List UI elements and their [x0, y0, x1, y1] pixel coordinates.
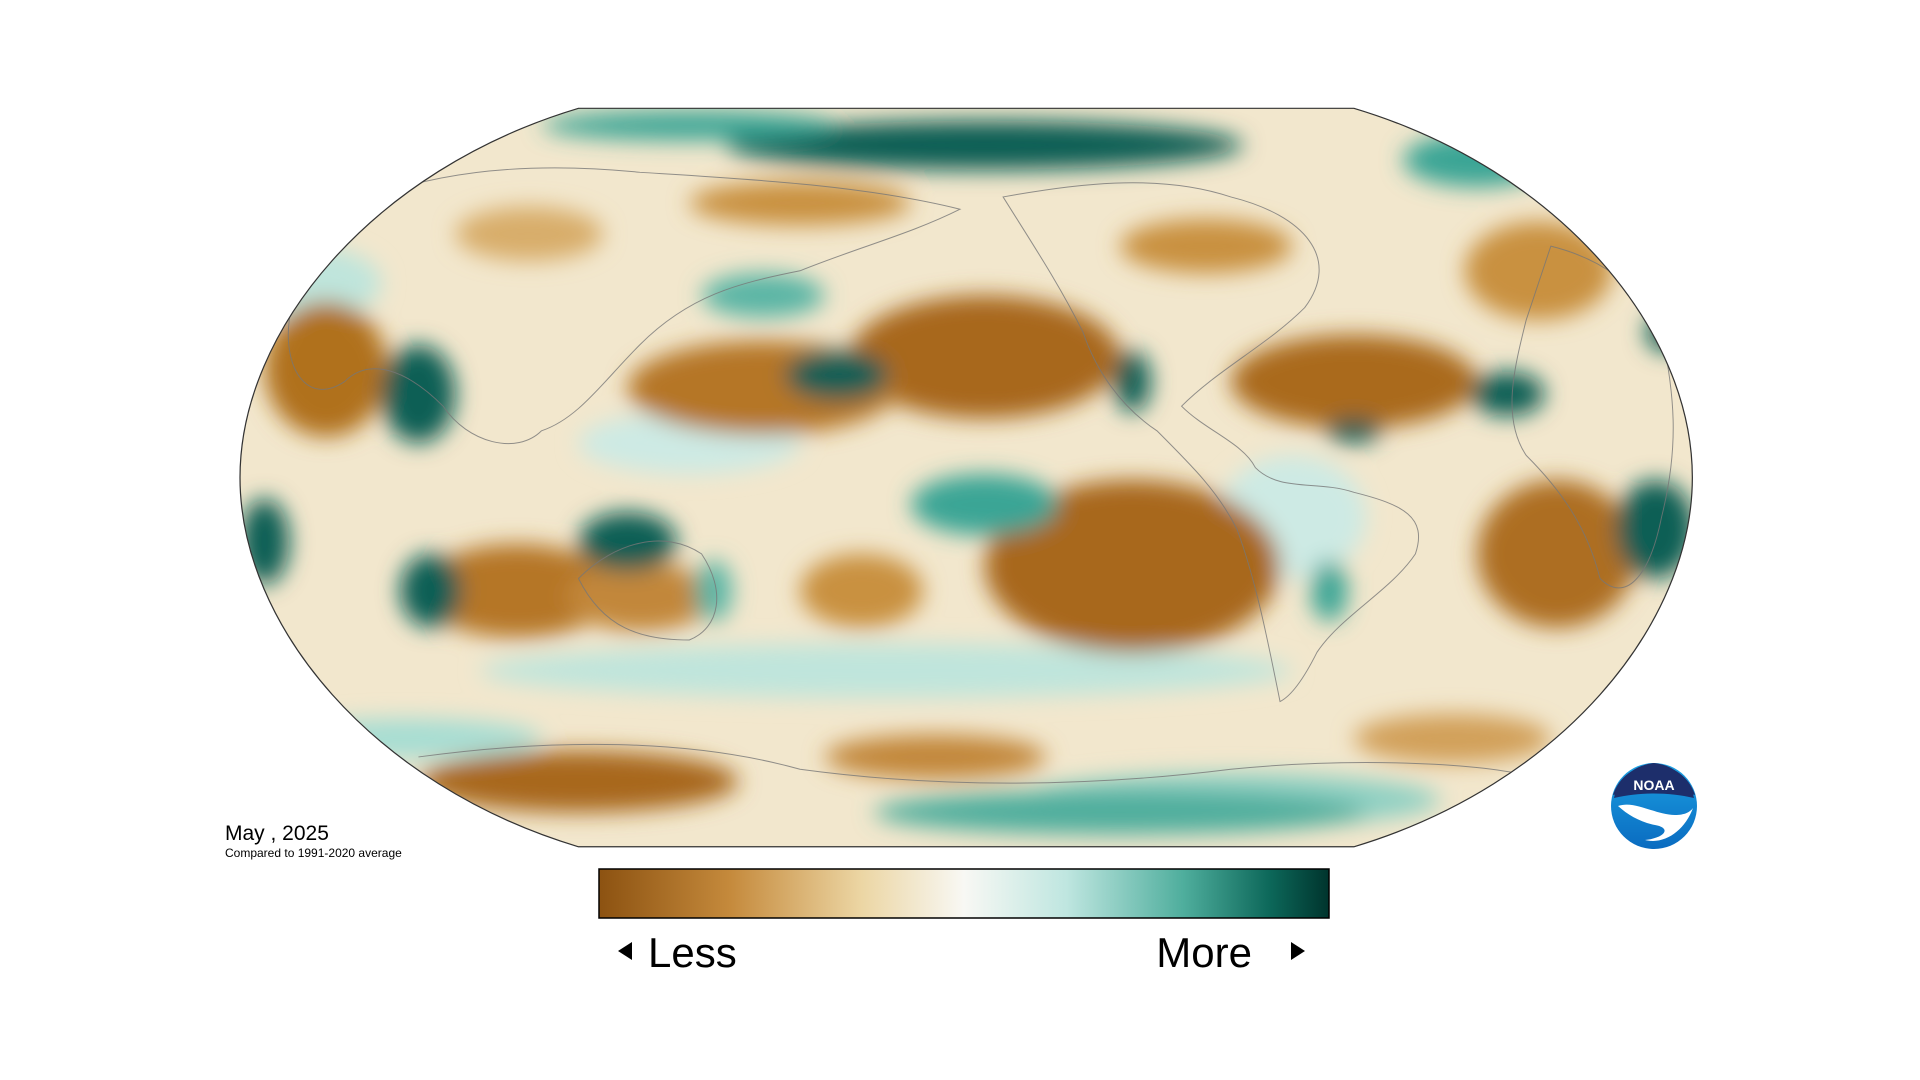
legend-high-label: More: [1156, 929, 1252, 976]
logo-text: NOAA: [1633, 777, 1674, 793]
noaa-logo: NOAA: [1611, 763, 1697, 849]
more-arrow: [1291, 942, 1305, 960]
map-outline: [239, 107, 1693, 848]
baseline-note: Compared to 1991-2020 average: [225, 846, 402, 860]
map-group: [239, 107, 1693, 848]
map-field: [240, 108, 1693, 847]
date-label: May , 2025: [225, 822, 329, 845]
color-bar: [598, 868, 1330, 919]
legend-low-label: Less: [648, 929, 737, 976]
less-arrow: [618, 942, 632, 960]
